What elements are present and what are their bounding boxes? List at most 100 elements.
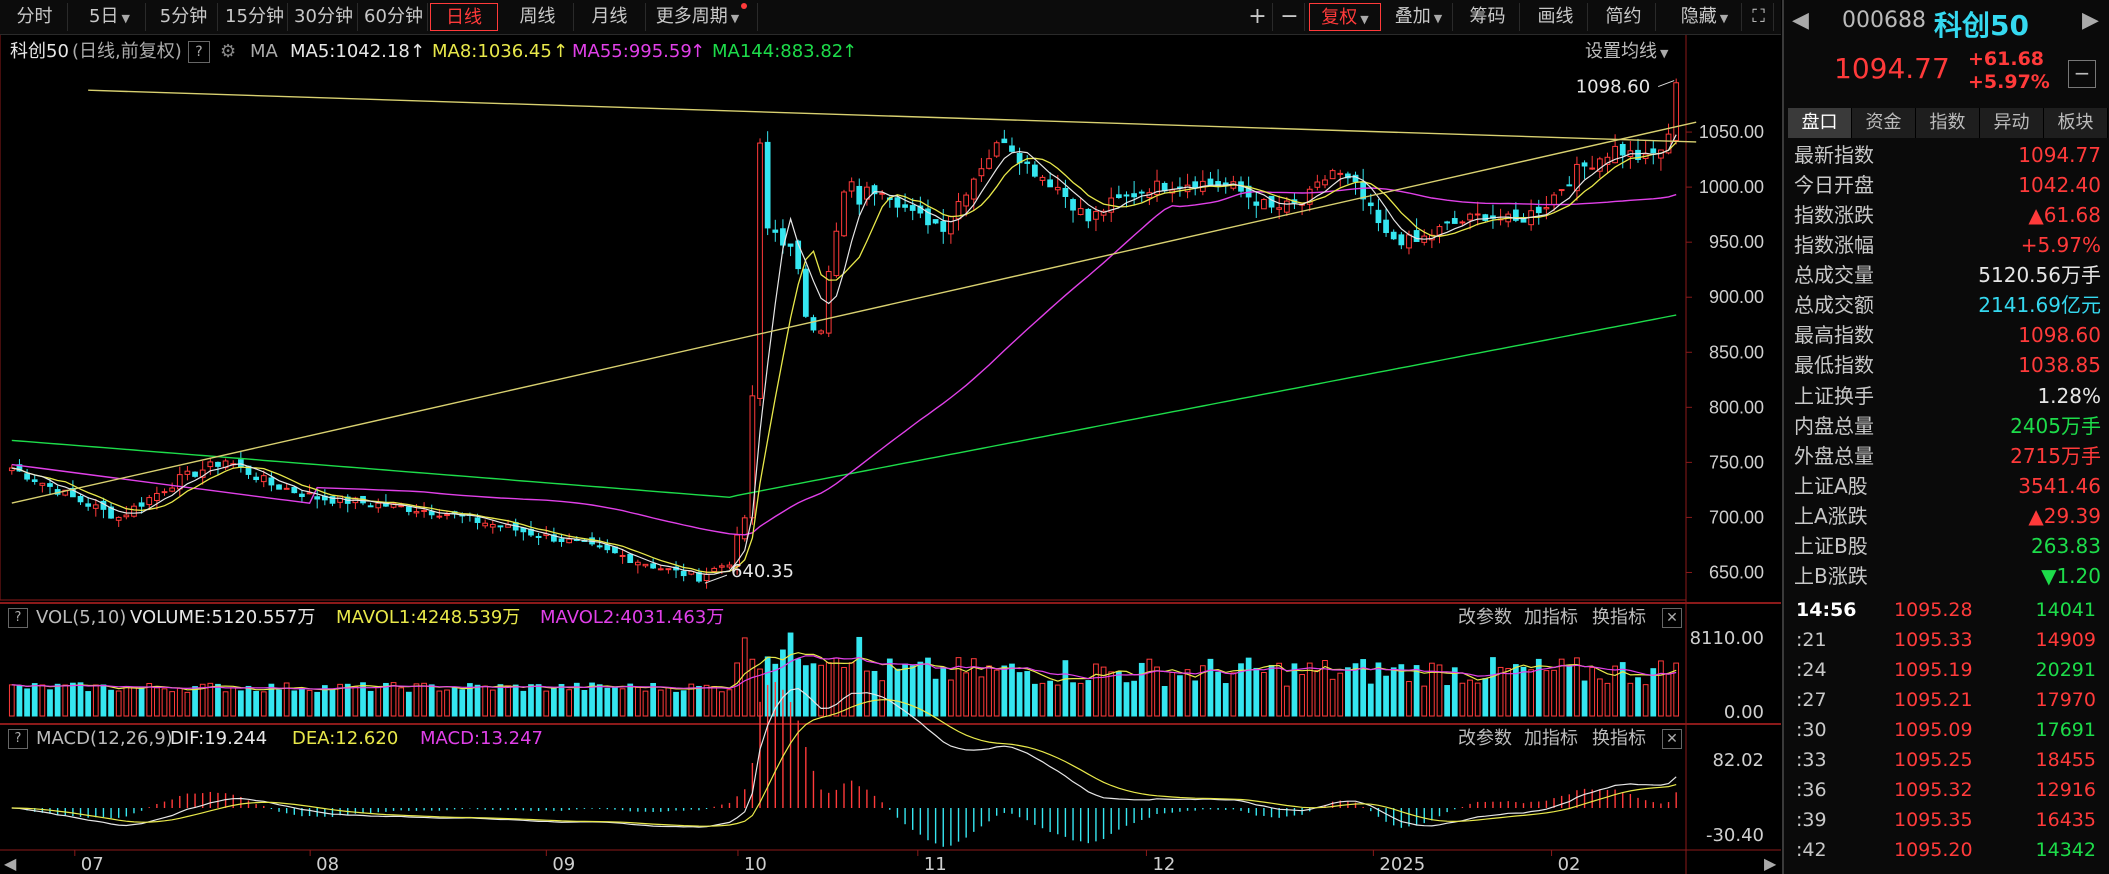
volume-bar (245, 685, 252, 717)
high-arrow (1658, 80, 1675, 88)
period-tab-5day[interactable]: 5日 ▼ (74, 3, 146, 31)
next-stock-icon[interactable]: ▶ (2082, 8, 2099, 33)
draw-line-button[interactable]: 画线 (1524, 3, 1588, 31)
volume-bar (123, 686, 130, 717)
candle-body (1406, 234, 1412, 249)
resistance-trendline (88, 89, 1697, 143)
period-tab-weekly[interactable]: 周线 (502, 3, 574, 31)
tick-row: :30 1095.09 17691 (1788, 715, 2106, 745)
close-icon[interactable]: ✕ (1662, 608, 1682, 628)
market-stat-row: 上证A股 3541.46 (1794, 471, 2101, 501)
candle-body (123, 514, 130, 518)
chevron-down-icon: ▼ (1433, 12, 1443, 25)
volume-bar (1077, 682, 1084, 717)
volume-bar (573, 682, 580, 717)
close-icon[interactable]: ✕ (1662, 729, 1682, 749)
zoom-out-button[interactable]: − (1275, 3, 1305, 31)
volume-bar (16, 684, 23, 717)
volume-bar (1291, 663, 1298, 717)
volume-bar (1505, 667, 1512, 717)
more-periods-dropdown[interactable]: 更多周期 ▼ (646, 3, 758, 31)
volume-bar (444, 689, 450, 717)
candle-body (482, 522, 489, 527)
candle-body (1444, 221, 1451, 224)
prev-stock-icon[interactable]: ◀ (1792, 8, 1809, 33)
volume-bar (436, 690, 443, 717)
tab-index[interactable]: 指数 (1916, 108, 1980, 138)
tab-pankou[interactable]: 盘口 (1788, 108, 1852, 138)
zoom-in-button[interactable]: + (1243, 3, 1273, 31)
chips-button[interactable]: 筹码 (1456, 3, 1520, 31)
candle-body (856, 185, 863, 205)
kline-chart[interactable]: 1098.60 640.35 650.00 700.00 750.00 800.00 85… (0, 0, 1781, 874)
candle-body (551, 534, 557, 542)
tick-row: :39 1095.35 16435 (1788, 805, 2106, 835)
adjust-dropdown[interactable]: 复权 ▼ (1309, 3, 1381, 31)
candle-body (795, 240, 802, 270)
price-change: +61.68 (1968, 48, 2045, 70)
market-stat-value: ▼1.20 (2041, 564, 2101, 588)
volume-bar (1345, 667, 1351, 717)
volume-bar (314, 691, 321, 717)
volume-bar (1024, 671, 1031, 717)
candle-body (970, 178, 977, 200)
scroll-right-icon[interactable]: ▶ (1764, 854, 1777, 873)
volume-bar (1490, 657, 1496, 717)
overlay-dropdown[interactable]: 叠加 ▼ (1385, 3, 1453, 31)
tick-price: 1095.09 (1894, 719, 1973, 741)
dif-value: DIF:19.244 (170, 728, 268, 749)
ma5-value: MA5:1042.18 (290, 41, 410, 62)
macd-indicator-name: MACD(12,26,9) (36, 728, 173, 749)
scroll-left-icon[interactable]: ◀ (4, 854, 17, 873)
candle-body (718, 565, 725, 568)
hide-dropdown[interactable]: 隐藏 ▼ (1668, 3, 1742, 31)
volume-bar (1574, 657, 1580, 717)
help-icon[interactable]: ? (8, 608, 28, 628)
help-icon[interactable]: ? (8, 729, 28, 749)
volume-bar (1627, 682, 1634, 717)
axes: 650.00 700.00 750.00 800.00 850.00 900.00 950.… (4, 122, 1777, 874)
candle-body (497, 525, 504, 528)
volume-bar (497, 684, 504, 717)
period-tab-5min[interactable]: 5分钟 (150, 3, 218, 31)
collapse-icon[interactable]: − (2068, 60, 2096, 88)
volume-bar (749, 658, 756, 717)
volume-bar (1589, 667, 1596, 717)
tick-volume: 14909 (2035, 629, 2096, 651)
tab-funds[interactable]: 资金 (1852, 108, 1916, 138)
tab-movement[interactable]: 异动 (1980, 108, 2044, 138)
simple-mode-button[interactable]: 简约 (1592, 3, 1656, 31)
ma-settings-button[interactable]: 设置均线 ▼ (1585, 41, 1669, 62)
period-tab-15min[interactable]: 15分钟 (222, 3, 288, 31)
dea-line (11, 699, 1677, 827)
period-tab-30min[interactable]: 30分钟 (290, 3, 358, 31)
add-indicator-button[interactable]: 加指标 (1524, 607, 1578, 628)
volume-bar (1406, 681, 1412, 717)
period-tab-daily[interactable]: 日线 (430, 3, 498, 31)
volume-bar (1497, 666, 1504, 717)
volume-bar (176, 687, 183, 717)
period-tab-fenshi[interactable]: 分时 (2, 3, 68, 31)
turnover-stat-label: 内盘总量 (1794, 414, 1874, 438)
candle-body (1581, 162, 1588, 167)
switch-indicator-button[interactable]: 换指标 (1592, 728, 1646, 749)
mavol2-value: MAVOL2:4031.463万 (540, 607, 725, 628)
tab-sector[interactable]: 板块 (2044, 108, 2108, 138)
tick-volume: 18455 (2035, 749, 2096, 771)
tick-row: :21 1095.33 14909 (1788, 625, 2106, 655)
period-tab-60min[interactable]: 60分钟 (360, 3, 428, 31)
tick-time: :33 (1796, 749, 1827, 771)
switch-indicator-button[interactable]: 换指标 (1592, 607, 1646, 628)
settings-gear-icon[interactable]: ⚙ (220, 41, 237, 62)
macd-pane (11, 681, 1677, 847)
volume-bar (543, 690, 550, 717)
change-params-button[interactable]: 改参数 (1458, 607, 1512, 628)
help-icon[interactable]: ? (188, 41, 210, 63)
change-params-button[interactable]: 改参数 (1458, 728, 1512, 749)
volume-bar (596, 684, 603, 717)
period-tab-monthly[interactable]: 月线 (574, 3, 646, 31)
add-indicator-button[interactable]: 加指标 (1524, 728, 1578, 749)
candle-body (1268, 195, 1275, 208)
fullscreen-icon[interactable]: ⛶ (1744, 3, 1774, 31)
ma-label: MA (250, 41, 278, 62)
